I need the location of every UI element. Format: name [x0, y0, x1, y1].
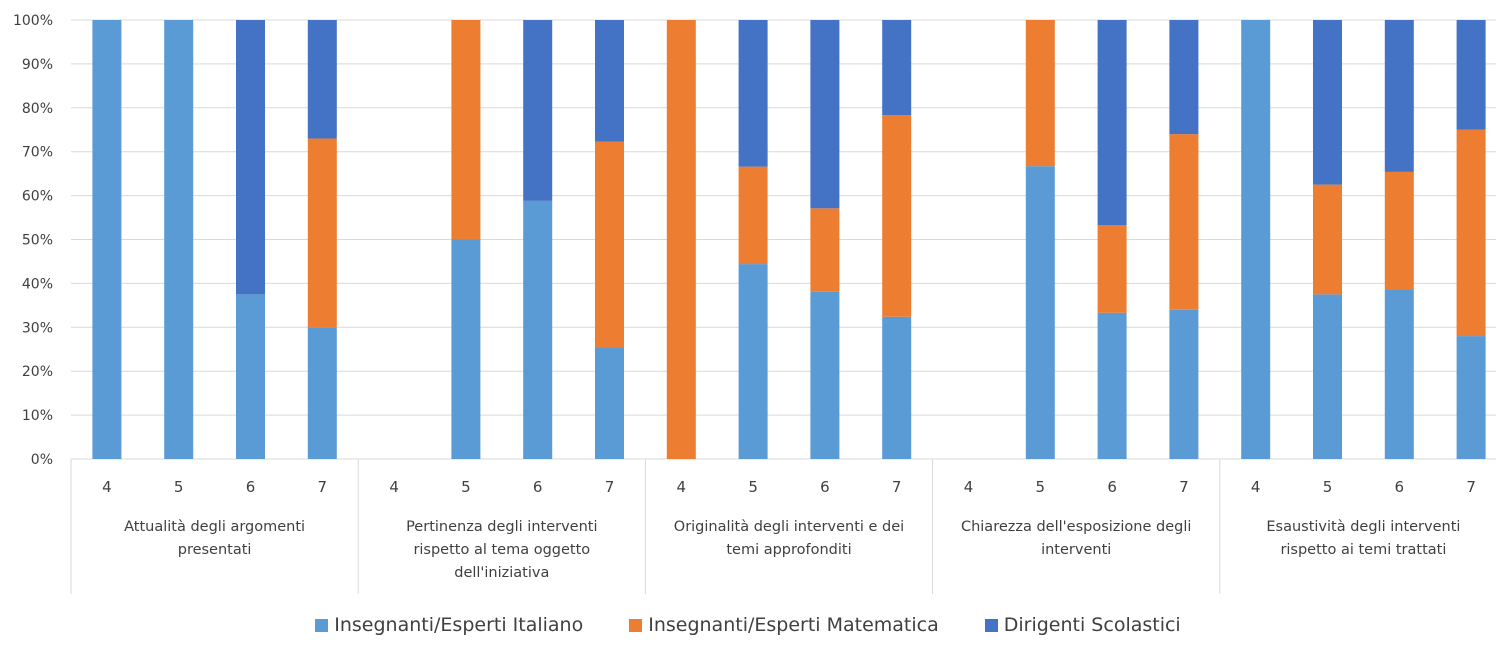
x-category-label: 6	[533, 478, 543, 496]
x-group-label: dell'iniziativa	[454, 565, 549, 581]
legend-item: Insegnanti/Esperti Matematica	[629, 614, 939, 636]
bar-segment	[666, 20, 696, 459]
bar-segment	[595, 347, 624, 459]
x-group-label: Esaustività degli interventi	[1266, 519, 1460, 535]
bar-segment	[595, 141, 624, 348]
bar-segment	[1025, 20, 1055, 167]
bar-segment	[738, 166, 768, 265]
bar-segment	[523, 200, 553, 460]
x-category-label: 6	[1107, 478, 1117, 496]
bar-segment	[164, 20, 194, 459]
x-category-label: 4	[389, 478, 399, 496]
y-tick-label: 0%	[31, 452, 53, 468]
bar-segment	[1456, 129, 1486, 337]
x-group-label: Attualità degli argomenti	[124, 519, 305, 535]
y-tick-label: 100%	[13, 13, 53, 29]
x-group-label: Chiarezza dell'esposizione degli	[961, 519, 1191, 535]
y-tick-label: 60%	[22, 189, 53, 205]
bar-segment	[451, 20, 481, 240]
bar-segment	[1097, 312, 1127, 459]
x-category-label: 6	[820, 478, 830, 496]
x-category-label: 5	[461, 478, 471, 496]
bar-segment	[1313, 20, 1342, 185]
y-tick-label: 50%	[22, 233, 53, 249]
bar-segment	[882, 115, 912, 317]
bar-segment	[1025, 166, 1055, 459]
bar-segment	[1169, 134, 1199, 310]
x-category-label: 7	[1466, 478, 1476, 496]
x-category-label: 7	[1179, 478, 1189, 496]
bar-segment	[882, 20, 912, 116]
x-category-label: 5	[748, 478, 758, 496]
bar-segment	[810, 208, 840, 292]
stacked-bar-chart-plot: 0% 10% 20% 30% 40% 50% 60% 70% 80% 90% 100% 4 5 6 7 Att…	[13, 13, 1496, 594]
x-group-label: Pertinenza degli interventi	[406, 519, 597, 535]
x-category-label: 5	[1036, 478, 1046, 496]
x-category-label: 7	[318, 478, 328, 496]
y-tick-label: 70%	[22, 145, 53, 161]
bar-segment	[1456, 336, 1486, 459]
bar-segment	[810, 291, 840, 459]
y-tick-label: 30%	[22, 320, 53, 336]
x-category-label: 6	[1395, 478, 1405, 496]
legend: Insegnanti/Esperti Italiano Insegnanti/Es…	[0, 614, 1496, 636]
bar-segment	[451, 239, 481, 459]
x-category-label: 4	[102, 478, 112, 496]
x-group-label: rispetto ai temi trattati	[1280, 542, 1446, 558]
bar-segment	[1169, 309, 1199, 459]
bar-segment	[1384, 171, 1414, 290]
legend-label: Dirigenti Scolastici	[1003, 614, 1181, 636]
bar-segment	[1169, 20, 1199, 135]
bar-segment	[882, 316, 912, 459]
bar-segment	[810, 20, 840, 209]
bar-segment	[1241, 20, 1271, 459]
bar-segment	[1097, 225, 1127, 313]
x-group-label: Originalità degli interventi e dei	[674, 519, 904, 535]
y-tick-label: 40%	[22, 276, 53, 292]
legend-label: Insegnanti/Esperti Italiano	[334, 614, 584, 636]
bar-segment	[1313, 184, 1342, 295]
x-category-label: 4	[677, 478, 687, 496]
bar-segment	[523, 20, 553, 201]
bar-segment	[1384, 289, 1414, 459]
x-group-label: rispetto al tema oggetto	[413, 542, 590, 558]
bar-segment	[307, 20, 337, 139]
x-category-label: 4	[964, 478, 974, 496]
bar-segment	[738, 20, 768, 167]
bar-segment	[307, 138, 337, 328]
legend-label: Insegnanti/Esperti Matematica	[648, 614, 939, 636]
bar-segment	[595, 20, 624, 142]
bar-segment	[1313, 294, 1342, 459]
bar-segment	[1384, 20, 1414, 172]
x-category-label: 5	[1323, 478, 1333, 496]
bar-segment	[236, 294, 265, 459]
x-group-label: temi approfonditi	[726, 542, 851, 558]
x-group-label: presentati	[178, 542, 252, 558]
legend-item: Insegnanti/Esperti Italiano	[315, 614, 583, 636]
bar-segment	[236, 20, 265, 295]
legend-swatch	[629, 618, 643, 632]
y-tick-label: 20%	[22, 364, 53, 380]
bar-segment	[307, 327, 337, 459]
bar-segment	[1456, 20, 1486, 130]
bar-segment	[738, 264, 768, 459]
x-category-label: 7	[892, 478, 902, 496]
x-category-label: 4	[1251, 478, 1261, 496]
y-tick-label: 80%	[22, 101, 53, 117]
legend-item: Dirigenti Scolastici	[984, 614, 1181, 636]
y-tick-label: 90%	[22, 57, 53, 73]
bar-segment	[1097, 20, 1127, 226]
y-tick-label: 10%	[22, 408, 53, 424]
x-category-label: 5	[174, 478, 184, 496]
legend-swatch	[984, 618, 998, 632]
bar-segment	[92, 20, 122, 459]
legend-swatch	[315, 618, 329, 632]
x-category-label: 7	[605, 478, 615, 496]
x-group-label: interventi	[1041, 542, 1111, 558]
x-category-label: 6	[246, 478, 256, 496]
